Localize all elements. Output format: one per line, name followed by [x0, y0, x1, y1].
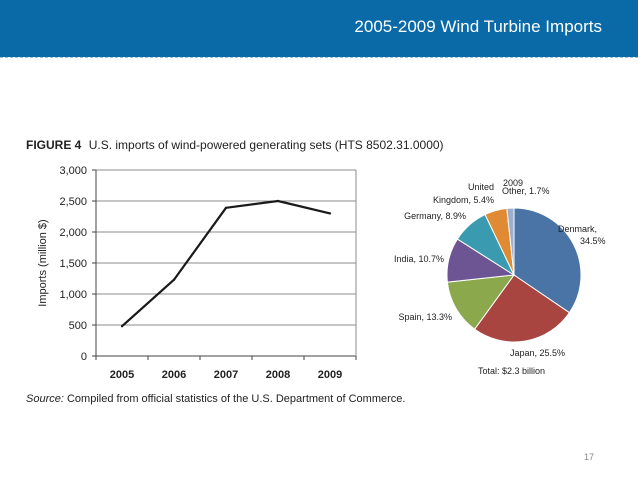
pie-slice-other [506, 207, 515, 276]
data-point [328, 212, 332, 215]
page-number: 17 [584, 452, 595, 462]
y-tick-label: 3,000 [59, 165, 87, 177]
x-tick-label: 2005 [110, 369, 134, 381]
data-point [276, 199, 280, 203]
y-tick-label: 1,000 [59, 289, 87, 301]
pie-label-germany: Germany, 8.9% [404, 211, 466, 221]
pie-chart: 2009 Denmark, 34.5% Japan, 25.5% Spain, 13.… [394, 178, 606, 376]
x-tick-label: 2006 [162, 369, 186, 381]
pie-slices [446, 207, 582, 343]
pie-label-united-kingdom: Kingdom, 5.4% [433, 195, 494, 205]
figure-title: U.S. imports of wind-powered generating … [88, 138, 444, 152]
source-text: Compiled from official statistics of the… [66, 393, 406, 405]
pie-label-denmark: 34.5% [580, 236, 606, 246]
slide-header: 2005-2009 Wind Turbine Imports [0, 0, 638, 57]
pie-label-india: India, 10.7% [394, 254, 444, 264]
pie-slice-japan [473, 274, 571, 343]
y-tick-label: 2,500 [59, 196, 87, 208]
pie-title: 2009 [503, 178, 523, 188]
pie-label-spain: Spain, 13.3% [398, 312, 452, 322]
x-tick-label: 2007 [214, 369, 238, 381]
data-point [224, 206, 228, 209]
source-note: Source: Compiled from official statistic… [26, 393, 405, 405]
x-tick-label: 2008 [266, 369, 290, 381]
pie-labels: Denmark, 34.5% Japan, 25.5% Spain, 13.3% Ind… [394, 182, 606, 358]
data-point [172, 278, 176, 281]
x-tick-label: 2009 [318, 369, 342, 381]
y-tick-label: 2,000 [59, 227, 87, 239]
y-tick-label: 0 [81, 351, 87, 363]
slide-title: 2005-2009 Wind Turbine Imports [354, 17, 602, 36]
pie-label-japan: Japan, 25.5% [510, 348, 565, 358]
y-tick-label: 1,500 [59, 258, 87, 270]
source-label: Source: [26, 393, 64, 405]
pie-total: Total: $2.3 billion [478, 366, 545, 376]
figure-heading: FIGURE 4 U.S. imports of wind-powered ge… [26, 138, 444, 152]
y-tick-label: 500 [69, 320, 87, 332]
line-chart-grid [92, 169, 356, 357]
figure-label: FIGURE 4 [26, 138, 82, 152]
pie-label-other: Other, 1.7% [502, 186, 550, 196]
pie-slice-spain [446, 274, 516, 330]
line-series [120, 199, 332, 328]
imports-line [121, 199, 331, 328]
pie-label-united-kingdom: United [468, 182, 494, 192]
pie-label-denmark: Denmark, [558, 224, 597, 234]
header-divider [0, 57, 638, 58]
data-point [120, 325, 124, 328]
x-tick-labels: 2005 2006 2007 2008 2009 [95, 356, 357, 381]
y-tick-labels: 0 500 1,000 1,500 2,000 2,500 3,000 [59, 165, 87, 363]
pie-slice-denmark [513, 207, 582, 314]
y-axis-label: Imports (million $) [37, 219, 49, 306]
